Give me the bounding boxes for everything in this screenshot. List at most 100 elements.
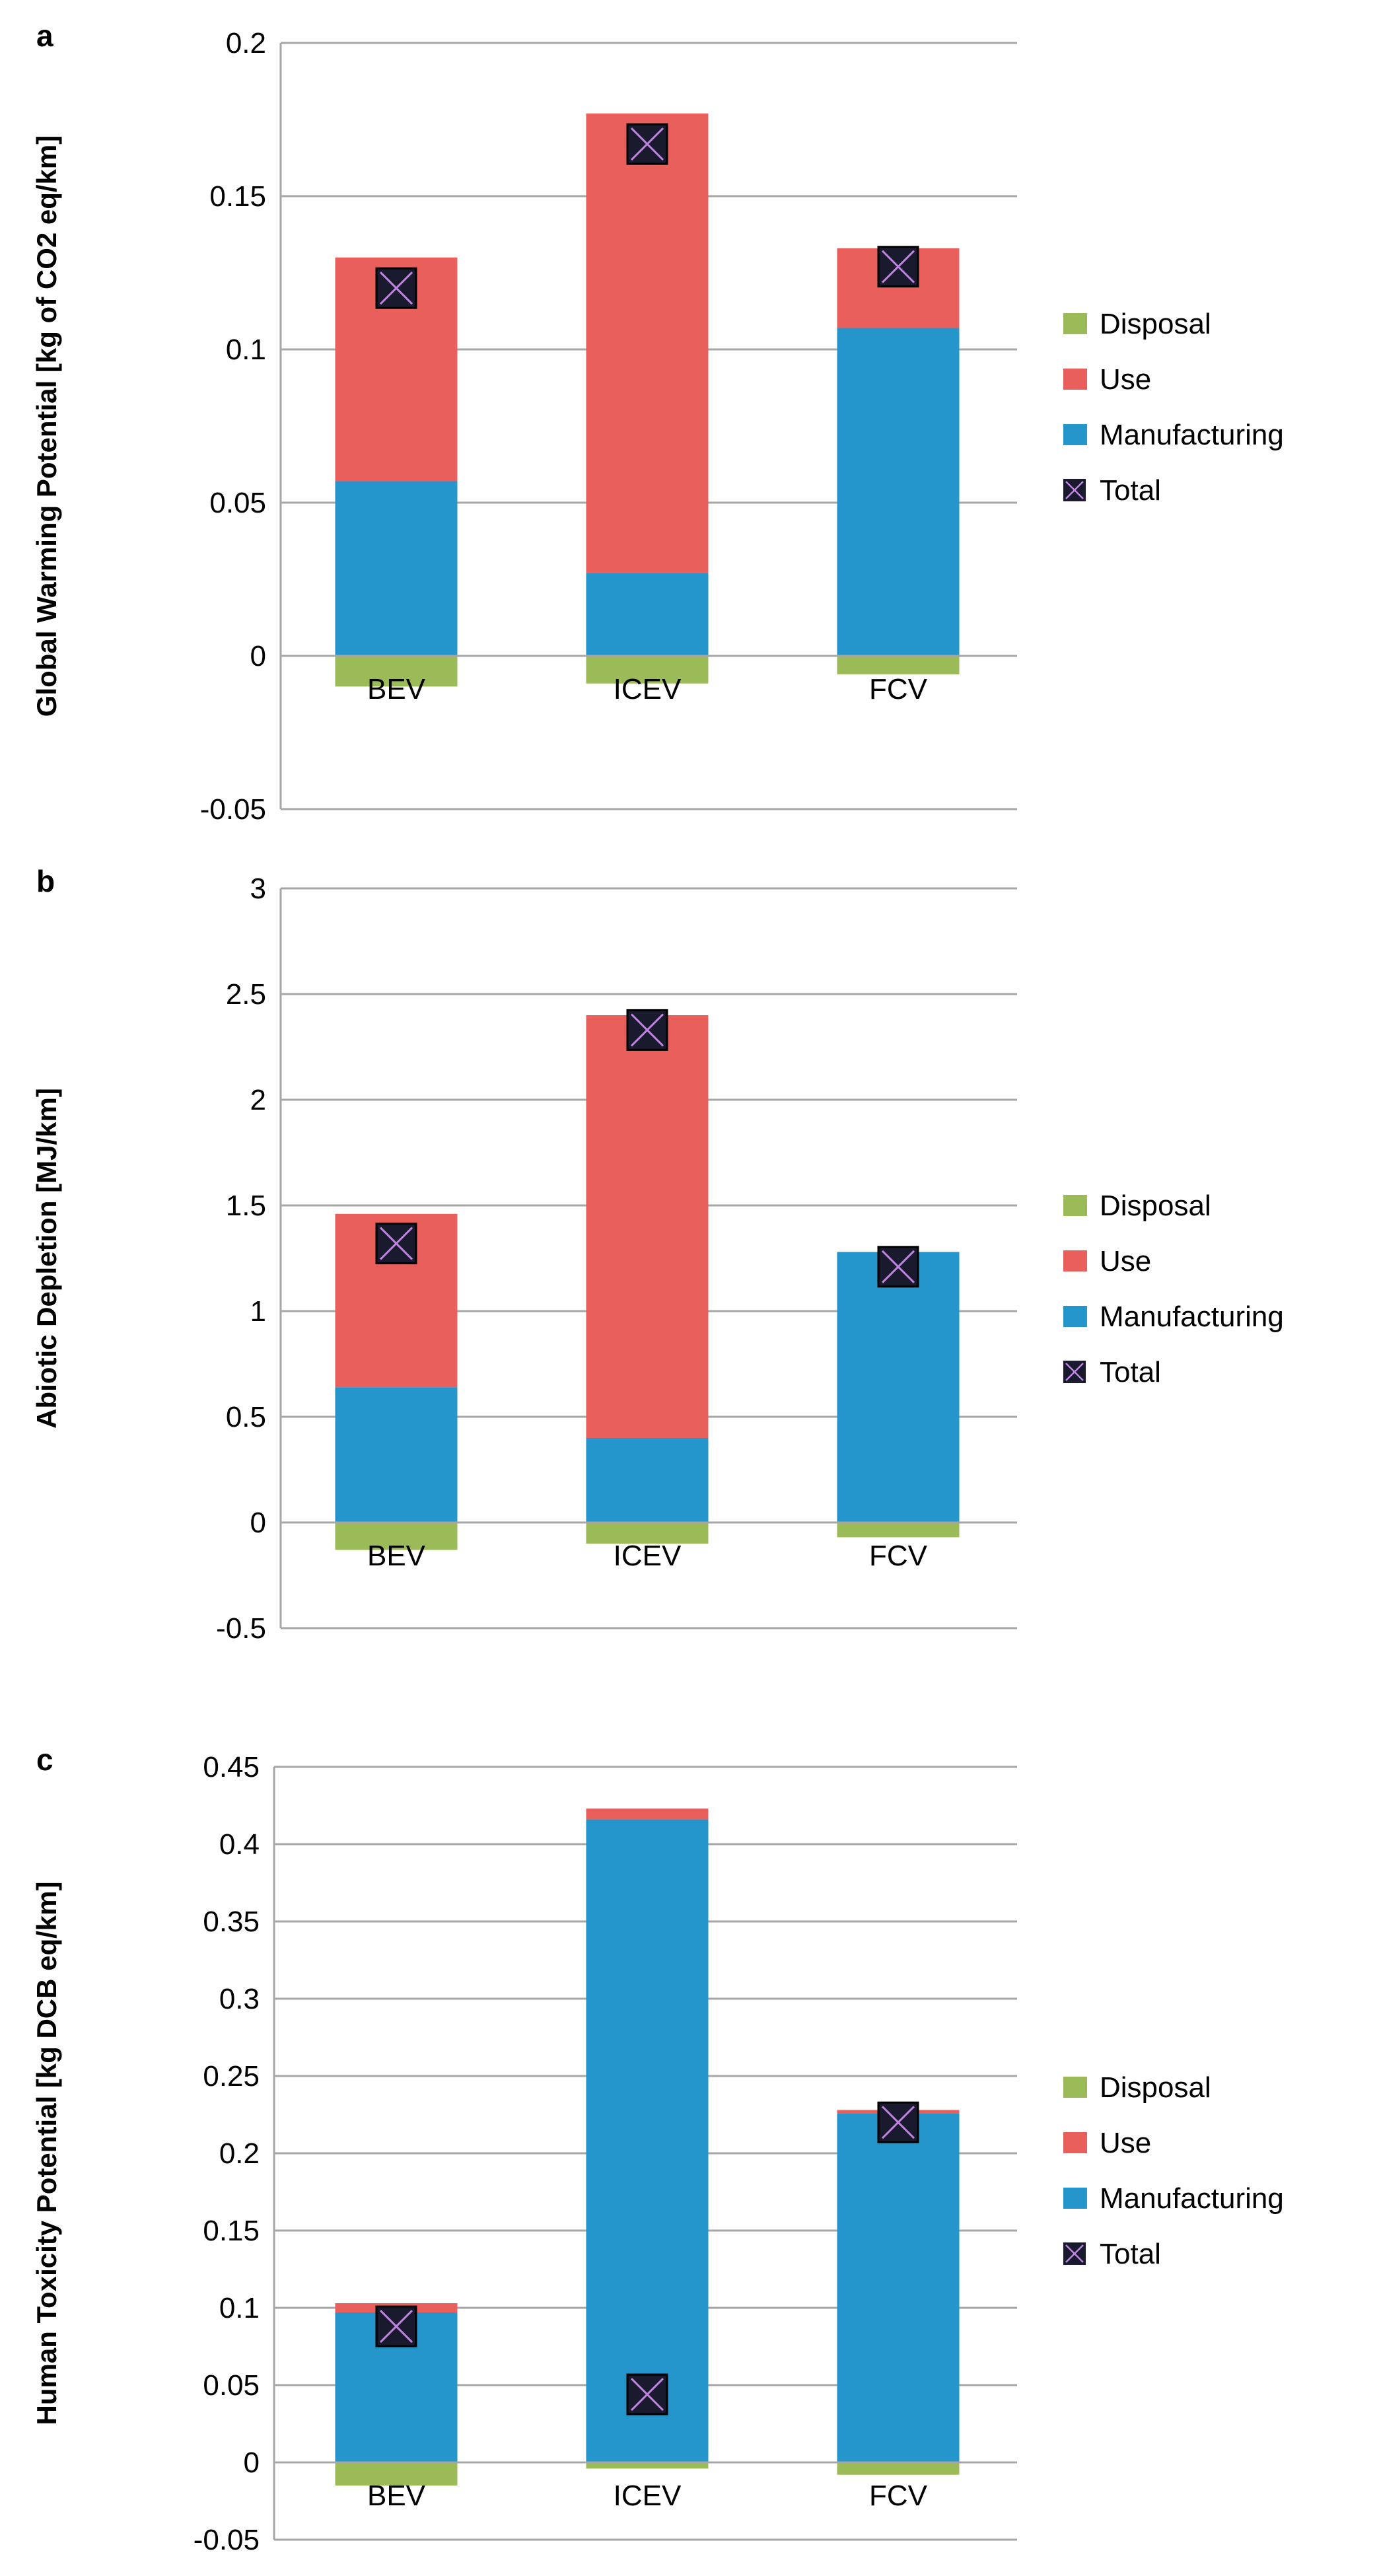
y-tick-label: 0.25: [203, 2060, 260, 2093]
y-tick-label: 0.15: [203, 2215, 260, 2247]
panel-letter: a: [36, 18, 53, 53]
total-marker-cross: [881, 250, 915, 283]
total-marker-cross: [630, 2377, 664, 2412]
y-tick-label: 2: [250, 1084, 266, 1116]
chart-a-svg: a 0.2 0.15 0.1 0.05 0 -0.05 Global Warming Pote…: [31, 18, 1284, 826]
x-category-label: ICEV: [614, 1540, 682, 1572]
y-tick-label: 0.5: [226, 1401, 266, 1433]
legend-swatch-total-cross: [1065, 481, 1084, 499]
y-tick-label: 0.45: [203, 1751, 260, 1783]
y-tick-label: 0.35: [203, 1906, 260, 1938]
bar-manufacturing-fcv: [837, 1252, 960, 1522]
y-tick-label: 0.2: [226, 27, 266, 59]
bar-disposal-bev: [335, 2462, 458, 2486]
y-axis-label: Abiotic Depletion [MJ/km]: [31, 1088, 62, 1429]
total-marker-cross: [881, 1250, 915, 1283]
bar-manufacturing-bev: [335, 1387, 458, 1522]
legend-swatch-manufacturing: [1063, 2188, 1087, 2209]
bar-disposal-bev: [335, 656, 458, 687]
y-tick-label: 3: [250, 873, 266, 905]
y-tick-label: -0.05: [194, 2524, 260, 2556]
legend-swatch-use: [1063, 1250, 1087, 1271]
legend-label-manufacturing: Manufacturing: [1100, 419, 1284, 451]
y-tick-label: -0.5: [216, 1612, 266, 1645]
chart-b-svg: b 3 2.5 2 1.5 1 0.5 0 -0.5 Abiotic Depletion [MJ/…: [31, 864, 1284, 1645]
bar-use-icev: [586, 1808, 709, 1820]
total-marker-icev: [626, 1009, 668, 1051]
y-tick-label: 0.1: [226, 334, 266, 366]
y-tick-label: 0.4: [219, 1828, 260, 1861]
bar-manufacturing-fcv: [837, 328, 960, 656]
y-tick-label: 0: [244, 2447, 260, 2479]
legend-swatch-disposal: [1063, 2077, 1087, 2098]
legend-label-use: Use: [1100, 1245, 1151, 1277]
x-category-label: BEV: [367, 673, 426, 705]
bar-disposal-icev: [586, 656, 709, 684]
total-marker-bev: [375, 2305, 417, 2347]
legend-label-disposal: Disposal: [1100, 2071, 1211, 2104]
total-marker-cross: [379, 2310, 413, 2343]
y-axis-label: Human Toxicity Potential [kg DCB eq/km]: [31, 1882, 62, 2425]
chart-panel-a: a 0.2 0.15 0.1 0.05 0 -0.05 Global Warming Pote…: [0, 0, 1377, 852]
bar-disposal-icev: [586, 2462, 709, 2469]
total-marker-cross: [630, 127, 664, 161]
bar-manufacturing-icev: [586, 1438, 709, 1522]
y-tick-label: 1: [250, 1295, 266, 1328]
legend-label-total: Total: [1100, 474, 1161, 507]
panel-letter: b: [36, 864, 55, 898]
y-tick-label: 0.05: [209, 487, 266, 519]
total-marker-cross: [379, 1227, 413, 1260]
x-category-label: BEV: [367, 2480, 426, 2512]
total-marker-bev: [375, 267, 417, 309]
chart-c-svg: c 0.45 0.4 0.35 0.3 0.25 0.2 0.15 0.1 0.05 0 -0.05 H…: [31, 1742, 1284, 2556]
y-tick-label: 0.15: [209, 180, 266, 213]
bar-disposal-icev: [586, 1522, 709, 1544]
legend-swatch-manufacturing: [1063, 424, 1087, 445]
bar-disposal-fcv: [837, 656, 960, 674]
y-tick-label: 1.5: [226, 1190, 266, 1222]
legend-label-use: Use: [1100, 363, 1151, 396]
x-category-label: ICEV: [614, 2480, 682, 2512]
legend-swatch-manufacturing: [1063, 1306, 1087, 1327]
y-tick-label: 0.05: [203, 2369, 260, 2402]
chart-panel-c: c 0.45 0.4 0.35 0.3 0.25 0.2 0.15 0.1 0.05 0 -0.05 H…: [0, 1711, 1377, 2576]
y-tick-label: 0.1: [219, 2292, 260, 2324]
bar-disposal-bev: [335, 1522, 458, 1550]
y-tick-label: 0.2: [219, 2137, 260, 2170]
total-marker-fcv: [877, 1246, 919, 1288]
y-tick-label: 2.5: [226, 978, 266, 1011]
total-marker-cross: [881, 2106, 915, 2139]
bar-manufacturing-fcv: [837, 2113, 960, 2462]
legend-label-disposal: Disposal: [1100, 308, 1211, 340]
bar-manufacturing-icev: [586, 573, 709, 656]
x-category-label: FCV: [869, 673, 928, 705]
x-category-label: FCV: [869, 1540, 928, 1572]
x-category-label: BEV: [367, 1540, 426, 1572]
y-tick-label: 0.3: [219, 1983, 260, 2015]
panel-letter: c: [36, 1742, 53, 1777]
legend-label-manufacturing: Manufacturing: [1100, 1301, 1284, 1333]
legend-label-use: Use: [1100, 2127, 1151, 2159]
legend-label-disposal: Disposal: [1100, 1190, 1211, 1222]
y-tick-label: -0.05: [200, 793, 266, 826]
legend-swatch-use: [1063, 2132, 1087, 2153]
total-marker-fcv: [877, 246, 919, 288]
y-tick-label: 0: [250, 1507, 266, 1539]
legend-swatch-total-cross: [1065, 1363, 1084, 1381]
y-tick-label: 0: [250, 640, 266, 672]
total-marker-cross: [379, 271, 413, 305]
bar-manufacturing-icev: [586, 1819, 709, 2462]
x-category-label: ICEV: [614, 673, 682, 705]
legend-label-manufacturing: Manufacturing: [1100, 2182, 1284, 2215]
x-category-label: FCV: [869, 2480, 928, 2512]
legend-label-total: Total: [1100, 2238, 1161, 2270]
bar-use-icev: [586, 113, 709, 573]
bar-manufacturing-bev: [335, 481, 458, 656]
chart-panel-b: b 3 2.5 2 1.5 1 0.5 0 -0.5 Abiotic Depletion [MJ/…: [0, 852, 1377, 1711]
y-axis-label: Global Warming Potential [kg of CO2 eq/k…: [31, 135, 62, 717]
total-marker-fcv: [877, 2101, 919, 2143]
bar-disposal-fcv: [837, 1522, 960, 1538]
legend-swatch-use: [1063, 369, 1087, 390]
total-marker-icev: [626, 2373, 668, 2415]
legend-swatch-total-cross: [1065, 2244, 1084, 2263]
